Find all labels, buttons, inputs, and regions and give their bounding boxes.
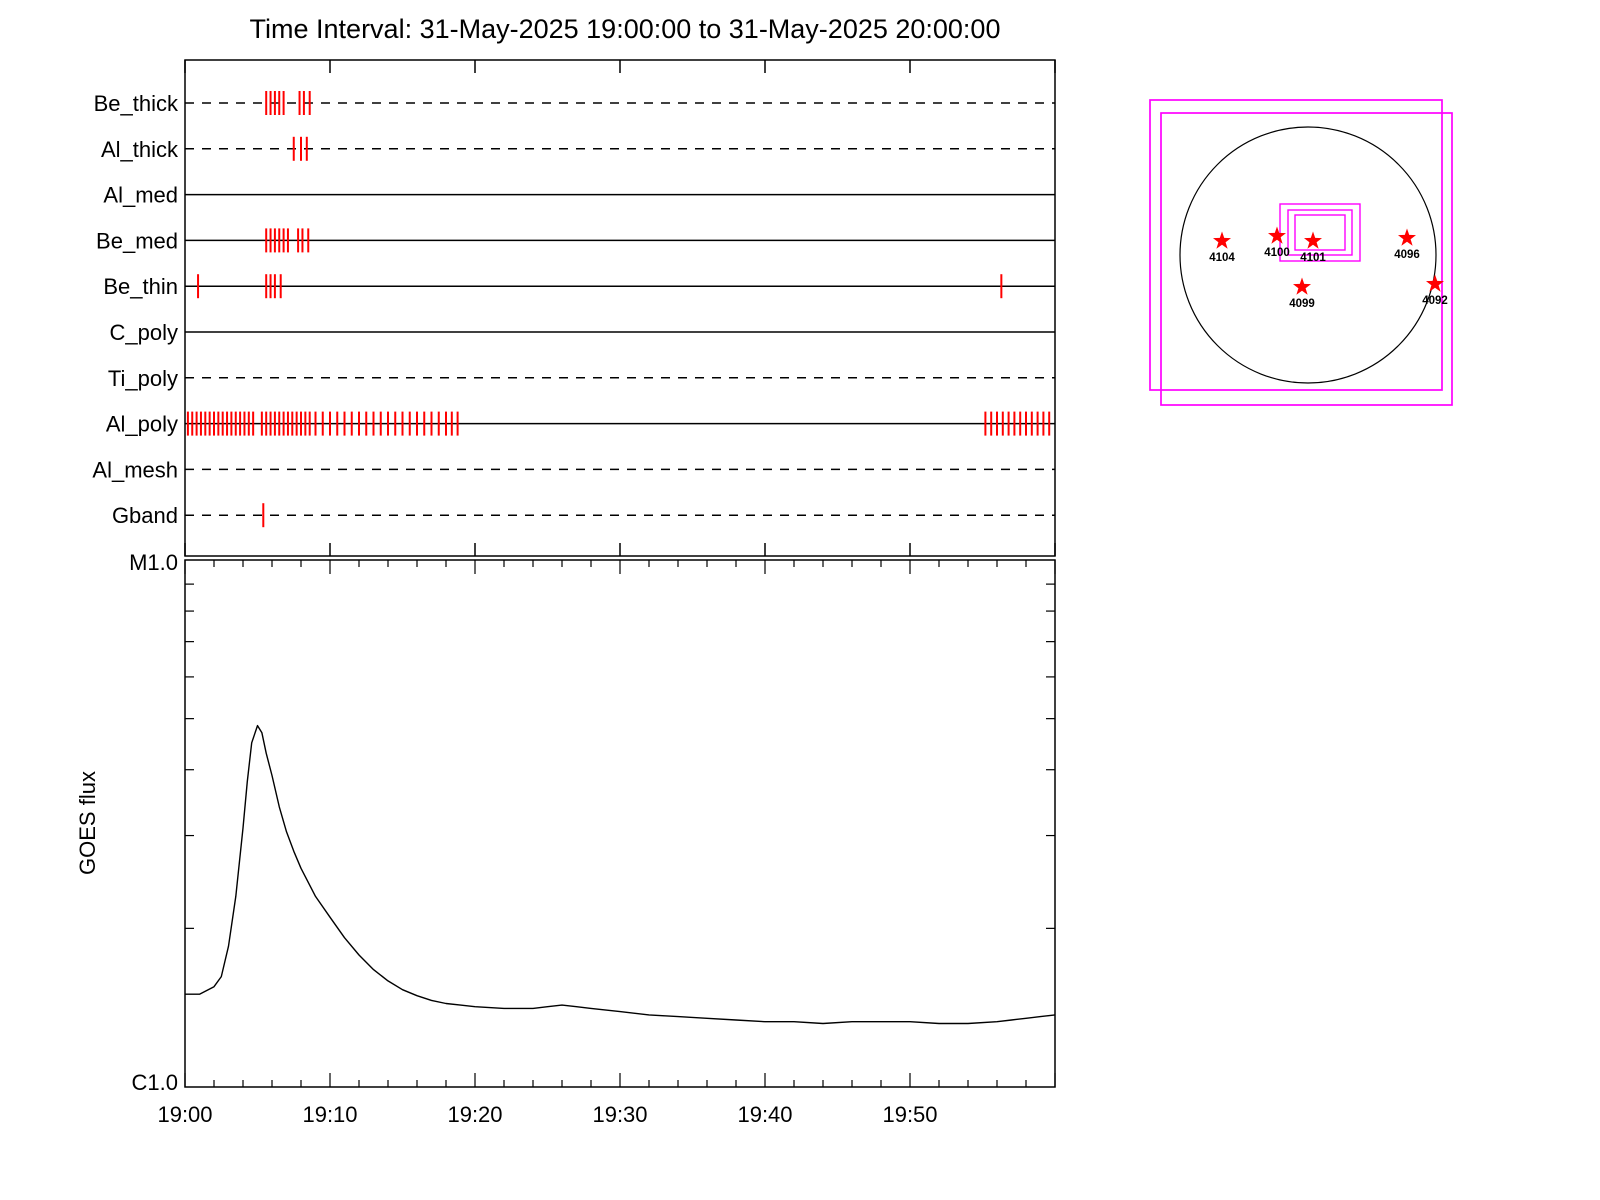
goes-ymax-label: M1.0	[129, 550, 178, 575]
channel-row-Al_thick: Al_thick	[101, 136, 1055, 162]
fov-box	[1279, 203, 1361, 262]
x-tick-label: 19:50	[882, 1102, 937, 1127]
active-region: 4101	[1300, 231, 1326, 264]
channel-label: Ti_poly	[108, 366, 178, 391]
channel-label: Gband	[112, 503, 178, 528]
channel-row-Gband: Gband	[112, 503, 1055, 528]
channel-row-Al_poly: Al_poly	[106, 411, 1055, 437]
channel-row-Al_mesh: Al_mesh	[92, 457, 1055, 482]
channel-label: Al_mesh	[92, 457, 178, 482]
channel-label: Al_med	[103, 183, 178, 208]
fov-box	[1287, 209, 1353, 256]
timeline-panel-border	[184, 59, 1056, 557]
channel-label: Al_poly	[106, 412, 178, 437]
channel-label: Be_thick	[94, 91, 179, 116]
plot-title: Time Interval: 31-May-2025 19:00:00 to 3…	[249, 14, 1001, 44]
active-region: 4092	[1422, 274, 1448, 307]
channel-label: Be_med	[96, 228, 178, 253]
active-region: 4104	[1209, 231, 1235, 264]
channel-label: C_poly	[110, 320, 178, 345]
x-tick-label: 19:00	[157, 1102, 212, 1127]
active-region-label: 4104	[1209, 252, 1235, 264]
active-region-star	[1213, 231, 1231, 249]
x-tick-label: 19:40	[737, 1102, 792, 1127]
x-tick-label: 19:10	[302, 1102, 357, 1127]
active-region-star	[1268, 226, 1286, 244]
goes-axis-title: GOES flux	[75, 771, 100, 875]
goes-panel-border	[184, 559, 1056, 1088]
active-region-label: 4100	[1264, 247, 1290, 259]
channel-label: Al_thick	[101, 137, 179, 162]
x-tick-label: 19:20	[447, 1102, 502, 1127]
channel-row-C_poly: C_poly	[110, 320, 1055, 345]
sun-disk	[1179, 126, 1437, 384]
x-tick-label: 19:30	[592, 1102, 647, 1127]
channel-label: Be_thin	[103, 274, 178, 299]
active-region-star	[1426, 274, 1444, 292]
channel-row-Be_thick: Be_thick	[94, 91, 1055, 116]
active-region: 4096	[1394, 228, 1420, 261]
fov-box	[1294, 214, 1346, 251]
channel-row-Ti_poly: Ti_poly	[108, 366, 1055, 391]
active-region: 4100	[1264, 226, 1290, 259]
active-region-label: 4099	[1289, 298, 1315, 310]
fov-box	[1160, 112, 1453, 406]
active-region-star	[1293, 277, 1311, 295]
active-region-label: 4096	[1394, 249, 1420, 261]
goes-ymin-label: C1.0	[132, 1070, 178, 1095]
channel-row-Al_med: Al_med	[103, 183, 1055, 208]
active-region-label: 4101	[1300, 252, 1326, 264]
active-region-label: 4092	[1422, 295, 1448, 307]
channel-row-Be_med: Be_med	[96, 228, 1055, 253]
channel-row-Be_thin: Be_thin	[103, 274, 1055, 299]
goes-flux-curve	[185, 724, 1056, 1025]
active-region-star	[1304, 231, 1322, 249]
active-region-star	[1398, 228, 1416, 246]
active-region: 4099	[1289, 277, 1315, 310]
fov-box	[1149, 99, 1443, 391]
